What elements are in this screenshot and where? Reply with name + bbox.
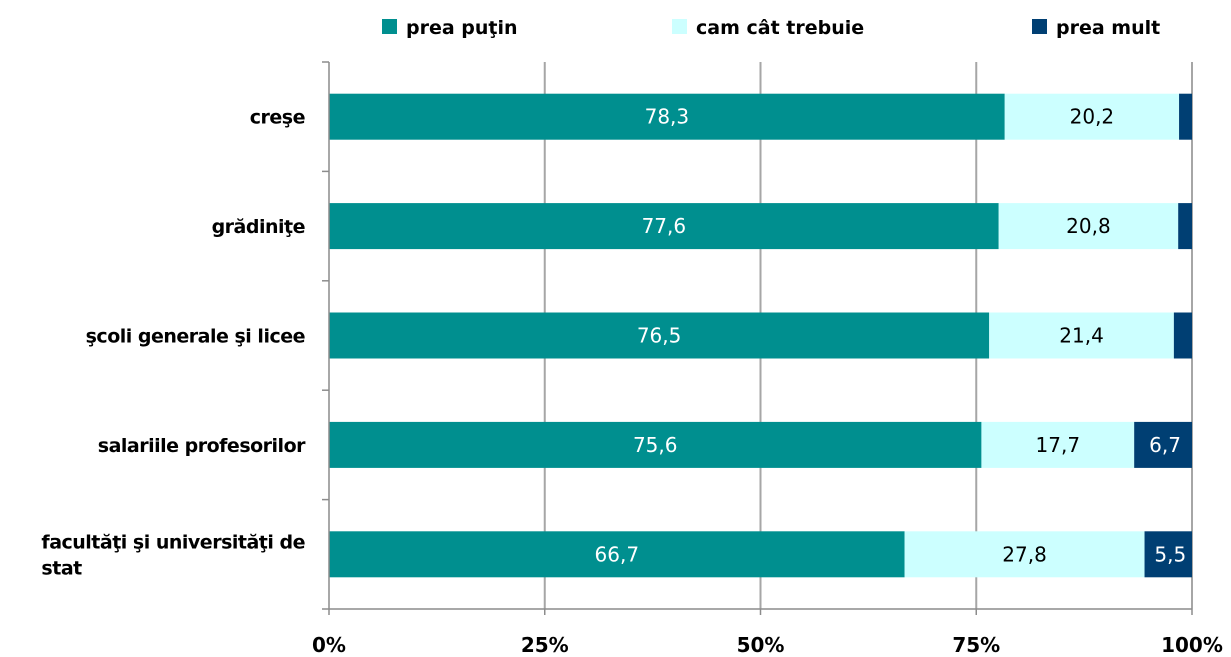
x-tick-label: 25% [521, 633, 569, 657]
bar-segment [1144, 531, 1192, 578]
legend-label: prea mult [1056, 17, 1160, 39]
bar-segment [329, 93, 1005, 140]
category-labels: creşe grădiniţe şcoli generale şi licee sal… [41, 107, 306, 580]
x-tick-label: 100% [1161, 633, 1223, 657]
legend: prea puţin cam cât trebuie prea mult [382, 17, 1160, 39]
bar-segment [329, 312, 990, 359]
bar-segment [1178, 203, 1192, 250]
legend-item: cam cât trebuie [672, 17, 864, 39]
x-tick-labels: 0% 25% 50% 75% 100% [312, 633, 1223, 657]
data-label: 75,6 [633, 433, 678, 457]
data-label: 66,7 [595, 542, 640, 566]
x-tick-label: 50% [737, 633, 785, 657]
legend-item: prea mult [1032, 17, 1160, 39]
legend-label: cam cât trebuie [696, 17, 864, 39]
category-label: şcoli generale şi licee [86, 326, 305, 348]
x-tick-label: 75% [952, 633, 1000, 657]
axes [322, 61, 1193, 615]
x-tick-label: 0% [312, 633, 346, 657]
bar-segment [989, 312, 1174, 359]
data-label: 76,5 [637, 324, 682, 348]
data-label: 6,7 [1149, 433, 1181, 457]
category-label: grădiniţe [212, 216, 305, 238]
bar-segment [1004, 93, 1180, 140]
bar-segment [998, 203, 1179, 250]
data-label: 21,4 [1059, 324, 1104, 348]
legend-label: prea puţin [406, 17, 518, 39]
category-label: facultăţi şi universităţi de stat [41, 531, 305, 579]
data-label: 78,3 [645, 105, 690, 129]
bars: 78,3 20,2 77,6 20,8 76,5 21,4 75,6 17,7 6,7 66,7 2… [329, 93, 1192, 578]
legend-swatch [382, 19, 397, 34]
category-label: creşe [250, 107, 305, 129]
legend-item: prea puţin [382, 17, 518, 39]
data-label: 77,6 [642, 214, 687, 238]
data-label: 20,8 [1066, 214, 1111, 238]
bar-segment [1179, 93, 1192, 140]
bar-segment [329, 203, 999, 250]
bar-segment [1173, 312, 1192, 359]
data-label: 20,2 [1070, 105, 1115, 129]
data-label: 5,5 [1154, 542, 1186, 566]
bar-segment [1134, 421, 1192, 468]
legend-swatch [672, 19, 687, 34]
category-label: salariile profesorilor [98, 435, 306, 457]
bar-segment [981, 421, 1135, 468]
data-label: 17,7 [1036, 433, 1081, 457]
bar-segment [904, 531, 1145, 578]
data-label: 27,8 [1002, 542, 1047, 566]
bar-segment [329, 531, 905, 578]
bar-segment [329, 421, 982, 468]
legend-swatch [1032, 19, 1047, 34]
